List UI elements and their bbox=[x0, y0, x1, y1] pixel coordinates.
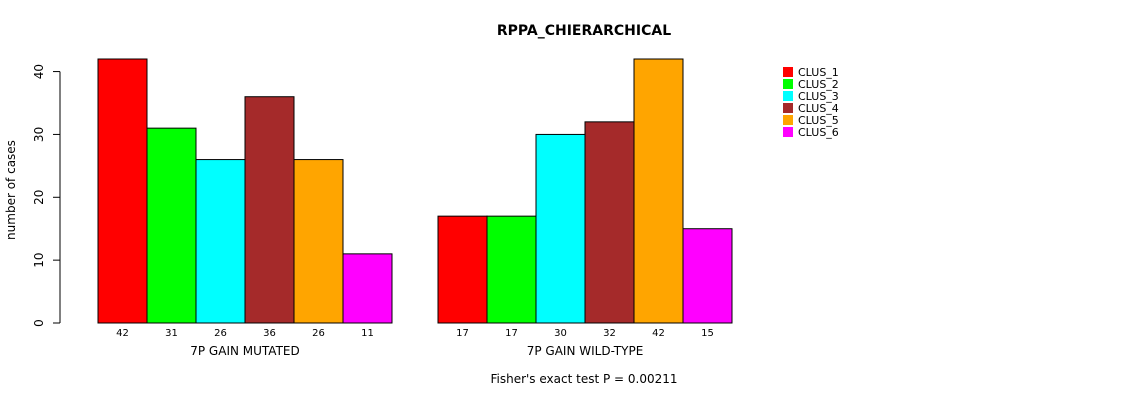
legend-entry: CLUS_2 bbox=[798, 78, 839, 91]
legend-swatch bbox=[783, 115, 793, 125]
legend-swatch bbox=[783, 127, 793, 137]
bar bbox=[244, 96, 295, 324]
bar-labels: 42 31 26 36 26 11 17 17 30 32 42 15 bbox=[116, 328, 714, 339]
bar bbox=[633, 58, 684, 324]
legend-entry: CLUS_1 bbox=[798, 66, 839, 79]
y-tick-label: 20 bbox=[32, 190, 46, 205]
legend-swatch bbox=[783, 67, 793, 77]
bar-value-label: 26 bbox=[214, 328, 227, 339]
y-axis-label: number of cases bbox=[4, 140, 18, 240]
y-tick-label: 40 bbox=[32, 64, 46, 79]
bar bbox=[293, 159, 344, 324]
bar-value-label: 32 bbox=[603, 328, 616, 339]
bar bbox=[535, 133, 586, 324]
bar bbox=[342, 253, 393, 324]
bar-value-label: 31 bbox=[165, 328, 178, 339]
legend-swatch bbox=[783, 103, 793, 113]
bar bbox=[682, 228, 733, 324]
bar-value-label: 11 bbox=[361, 328, 374, 339]
legend-entry: CLUS_4 bbox=[798, 102, 839, 115]
y-tick-label: 0 bbox=[32, 319, 46, 327]
legend-entry: CLUS_3 bbox=[798, 90, 839, 103]
legend-entry: CLUS_6 bbox=[798, 126, 839, 139]
bar-value-label: 30 bbox=[554, 328, 567, 339]
legend-swatch bbox=[783, 79, 793, 89]
group-label: 7P GAIN MUTATED bbox=[190, 344, 300, 358]
bar bbox=[97, 58, 148, 324]
bar-value-label: 42 bbox=[652, 328, 665, 339]
bar-value-label: 42 bbox=[116, 328, 129, 339]
bar bbox=[195, 159, 246, 324]
y-tick-label: 10 bbox=[32, 253, 46, 268]
bar bbox=[437, 215, 488, 324]
bar bbox=[486, 215, 537, 324]
group-labels: 7P GAIN MUTATED 7P GAIN WILD-TYPE bbox=[190, 344, 643, 358]
bar-value-label: 17 bbox=[505, 328, 518, 339]
bar-value-label: 36 bbox=[263, 328, 276, 339]
fisher-test-label: Fisher's exact test P = 0.00211 bbox=[490, 372, 677, 386]
bars bbox=[97, 58, 733, 324]
y-tick-label: 30 bbox=[32, 127, 46, 142]
bar-value-label: 26 bbox=[312, 328, 325, 339]
chart-title: RPPA_CHIERARCHICAL bbox=[497, 23, 671, 39]
bar bbox=[146, 127, 197, 324]
legend-entry: CLUS_5 bbox=[798, 114, 839, 127]
y-axis: 0 10 20 30 40 bbox=[32, 64, 61, 327]
legend-swatch bbox=[783, 91, 793, 101]
bar-value-label: 15 bbox=[701, 328, 714, 339]
bar bbox=[584, 121, 635, 324]
group-label: 7P GAIN WILD-TYPE bbox=[527, 344, 644, 358]
bar-value-label: 17 bbox=[456, 328, 469, 339]
